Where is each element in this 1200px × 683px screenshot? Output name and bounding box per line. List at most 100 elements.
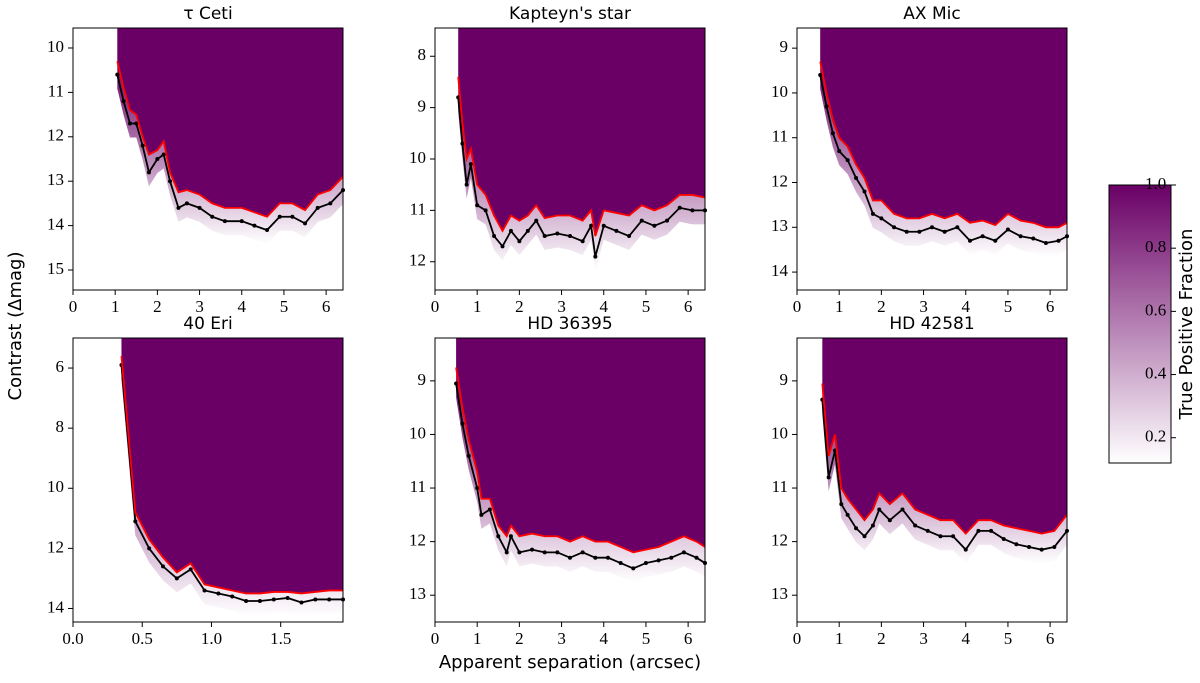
point — [500, 244, 505, 249]
x-tick-label: 0 — [69, 297, 78, 316]
y-tick-label: 12 — [47, 537, 64, 556]
point — [188, 567, 193, 572]
series-line — [120, 355, 343, 595]
point — [593, 254, 598, 259]
fade-band — [820, 61, 1067, 257]
panel-title: 40 Eri — [183, 314, 233, 334]
y-tick-label: 13 — [47, 170, 64, 189]
point — [681, 550, 686, 555]
y-tick-label: 10 — [409, 148, 426, 167]
x-tick-label: 6 — [322, 297, 331, 316]
point — [127, 121, 132, 126]
y-tick-label: 10 — [771, 82, 788, 101]
point — [202, 588, 207, 593]
point — [930, 225, 934, 230]
point — [496, 534, 501, 539]
point — [460, 421, 465, 426]
point — [184, 201, 189, 206]
panel: 0.0 0.5 1.0 1.5 6 8 10 12 14 40 Eri — [47, 314, 345, 648]
x-tick-label: 6 — [684, 297, 693, 316]
panel-title: HD 42581 — [889, 314, 974, 334]
point — [468, 162, 473, 167]
point — [525, 228, 530, 233]
point — [601, 223, 606, 228]
point — [839, 502, 844, 507]
point — [639, 218, 644, 223]
point — [1031, 236, 1036, 241]
x-tick-label: 0 — [431, 629, 440, 648]
y-tick-label: 11 — [772, 127, 788, 146]
point — [656, 558, 661, 563]
detection-region — [822, 338, 1067, 534]
y-tick-label: 8 — [418, 45, 427, 64]
point — [993, 238, 998, 243]
x-tick-label: 2 — [877, 297, 886, 316]
x-tick-label: 1 — [835, 297, 844, 316]
x-tick-label: 6 — [684, 629, 693, 648]
point — [475, 486, 480, 491]
point — [614, 228, 619, 233]
point — [1039, 547, 1044, 552]
point — [134, 121, 139, 126]
y-tick-label: 6 — [56, 357, 65, 376]
point — [161, 152, 166, 157]
point — [504, 550, 509, 555]
point — [938, 534, 943, 539]
point — [146, 170, 151, 175]
plot-frame — [434, 337, 706, 623]
y-tick-label: 15 — [47, 259, 64, 278]
point — [517, 239, 522, 244]
point — [818, 73, 823, 78]
point — [989, 528, 994, 533]
panel-title: HD 36395 — [527, 314, 612, 334]
y-tick-label: 10 — [47, 477, 64, 496]
colorbar — [1108, 184, 1172, 464]
point — [862, 189, 867, 194]
point — [197, 205, 202, 210]
point — [917, 229, 922, 234]
point — [1014, 542, 1019, 547]
plot-frame — [72, 27, 344, 291]
point — [830, 131, 835, 136]
point — [176, 205, 181, 210]
point — [460, 141, 465, 146]
point — [951, 534, 956, 539]
point — [230, 594, 235, 599]
point — [669, 555, 674, 560]
y-tick-label: 9 — [780, 37, 789, 56]
point — [313, 597, 318, 602]
y-tick-label: 11 — [410, 199, 426, 218]
plot-frame — [72, 337, 344, 623]
point — [854, 526, 859, 531]
point — [845, 512, 850, 517]
point — [652, 223, 657, 228]
point — [826, 475, 831, 480]
detection-region — [117, 28, 343, 217]
point — [568, 234, 572, 239]
point — [627, 234, 632, 239]
point — [589, 223, 594, 228]
x-tick-label: 3 — [557, 297, 566, 316]
x-tick-label: 0.5 — [132, 629, 153, 648]
point — [155, 157, 160, 161]
y-tick-label: 12 — [771, 171, 788, 190]
point — [542, 550, 547, 555]
x-tick-label: 6 — [1046, 297, 1055, 316]
point — [147, 546, 152, 551]
y-tick-label: 13 — [771, 216, 788, 235]
y-tick-label: 11 — [410, 477, 426, 496]
point — [665, 218, 670, 223]
point — [508, 228, 513, 233]
x-tick-label: 5 — [280, 297, 289, 316]
y-tick-label: 9 — [780, 370, 789, 389]
point — [967, 238, 972, 243]
point — [980, 234, 985, 239]
point — [161, 564, 165, 569]
point — [299, 600, 304, 605]
point — [239, 219, 244, 224]
panel-title: τ Ceti — [183, 4, 232, 24]
